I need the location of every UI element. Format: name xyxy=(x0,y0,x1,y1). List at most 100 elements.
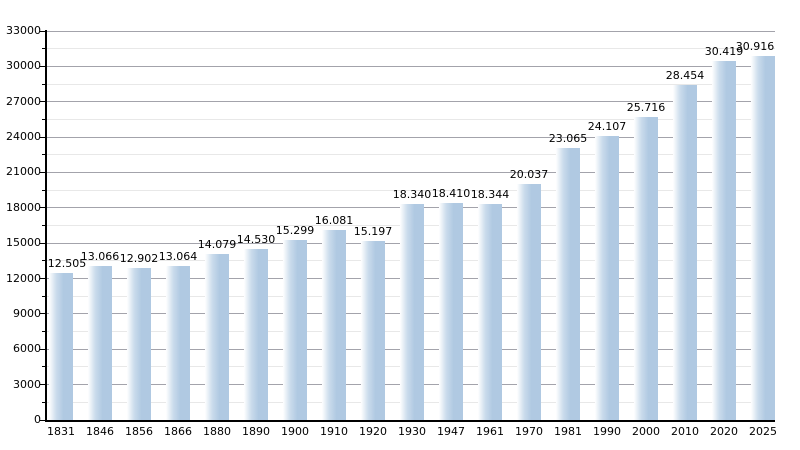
major-tick-15000 xyxy=(40,242,46,244)
major-tick-3000 xyxy=(40,384,46,386)
x-tick-label-1970: 1970 xyxy=(515,425,543,438)
major-tick-12000 xyxy=(40,278,46,280)
y-tick-label-9000: 9000 xyxy=(13,306,41,320)
bar-1947 xyxy=(439,203,463,420)
x-tick-label-2025: 2025 xyxy=(749,425,777,438)
value-label-1961: 18.344 xyxy=(470,187,510,201)
value-label-2010: 28.454 xyxy=(665,68,705,82)
y-tick-label-21000: 21000 xyxy=(6,165,41,179)
y-tick-label-12000: 12000 xyxy=(6,271,41,285)
value-label-1866: 13.064 xyxy=(158,250,198,264)
value-label-2020: 30.419 xyxy=(704,45,744,59)
minor-tick-4500 xyxy=(42,366,46,368)
x-tick-label-1930: 1930 xyxy=(398,425,426,438)
y-tick-label-15000: 15000 xyxy=(6,236,41,250)
minor-tick-31500 xyxy=(42,48,46,50)
minor-tick-10500 xyxy=(42,295,46,297)
value-label-1970: 20.037 xyxy=(509,167,549,181)
x-tick-label-1831: 1831 xyxy=(47,425,75,438)
value-label-1910: 16.081 xyxy=(314,214,354,228)
bar-2025 xyxy=(751,55,775,420)
value-label-2025: 30.916 xyxy=(735,39,775,53)
bar-1900 xyxy=(283,239,307,420)
x-tick-label-1890: 1890 xyxy=(242,425,270,438)
y-axis-line xyxy=(45,30,47,422)
bar-2020 xyxy=(712,61,736,420)
y-tick-label-33000: 33000 xyxy=(6,24,41,37)
value-label-1990: 24.107 xyxy=(587,119,627,133)
major-gridline-24000 xyxy=(47,136,775,138)
bar-1910 xyxy=(322,230,346,420)
bar-1920 xyxy=(361,240,385,420)
minor-gridline-19500 xyxy=(47,189,775,191)
minor-tick-28500 xyxy=(42,83,46,85)
bar-1970 xyxy=(517,183,541,420)
minor-gridline-22500 xyxy=(47,154,775,156)
bar-1961 xyxy=(478,203,502,420)
bar-1866 xyxy=(166,266,190,420)
minor-tick-22500 xyxy=(42,154,46,156)
value-label-1920: 15.197 xyxy=(353,224,393,238)
x-tick-label-1961: 1961 xyxy=(476,425,504,438)
major-tick-24000 xyxy=(40,136,46,138)
bar-1880 xyxy=(205,254,229,420)
minor-tick-19500 xyxy=(42,189,46,191)
value-label-1846: 13.066 xyxy=(80,249,120,263)
bar-1846 xyxy=(88,265,112,420)
value-label-1930: 18.340 xyxy=(392,187,432,201)
minor-tick-25500 xyxy=(42,118,46,120)
minor-gridline-28500 xyxy=(47,83,775,85)
minor-gridline-25500 xyxy=(47,118,775,120)
bar-1856 xyxy=(127,267,151,420)
bar-1981 xyxy=(556,148,580,420)
major-gridline-30000 xyxy=(47,65,775,67)
bar-2000 xyxy=(634,116,658,420)
bar-1831 xyxy=(49,272,73,420)
major-gridline-27000 xyxy=(47,101,775,103)
value-label-1880: 14.079 xyxy=(197,238,237,252)
x-tick-label-1880: 1880 xyxy=(203,425,231,438)
value-label-1890: 14.530 xyxy=(236,232,276,246)
value-label-2000: 25.716 xyxy=(626,100,666,114)
y-tick-label-3000: 3000 xyxy=(13,377,41,391)
minor-tick-7500 xyxy=(42,331,46,333)
y-tick-label-27000: 27000 xyxy=(6,94,41,108)
value-label-1947: 18.410 xyxy=(431,187,471,200)
x-tick-label-1910: 1910 xyxy=(320,425,348,438)
bar-1930 xyxy=(400,203,424,420)
x-axis-line xyxy=(45,420,775,422)
y-tick-label-30000: 30000 xyxy=(6,59,41,73)
value-label-1900: 15.299 xyxy=(275,223,315,237)
value-label-1981: 23.065 xyxy=(548,132,588,146)
x-tick-label-1856: 1856 xyxy=(125,425,153,438)
minor-gridline-31500 xyxy=(47,48,775,50)
value-label-1856: 12.902 xyxy=(119,251,159,265)
y-tick-label-0: 0 xyxy=(34,413,41,426)
major-gridline-21000 xyxy=(47,171,775,173)
y-tick-label-24000: 24000 xyxy=(6,130,41,144)
x-tick-label-1981: 1981 xyxy=(554,425,582,438)
major-tick-18000 xyxy=(40,207,46,209)
major-tick-21000 xyxy=(40,171,46,173)
x-tick-label-2000: 2000 xyxy=(632,425,660,438)
plot-area: 12.505 13.066 12.902 13.064 14.079 14.530 15.2… xyxy=(40,30,775,422)
x-tick-label-2010: 2010 xyxy=(671,425,699,438)
x-tick-label-1947: 1947 xyxy=(437,425,465,438)
y-tick-label-6000: 6000 xyxy=(13,342,41,356)
x-tick-label-1900: 1900 xyxy=(281,425,309,438)
bar-1990 xyxy=(595,135,619,420)
minor-tick-16500 xyxy=(42,225,46,226)
major-gridline-33000 xyxy=(47,30,775,32)
bar-2010 xyxy=(673,84,697,420)
x-tick-label-1990: 1990 xyxy=(593,425,621,438)
bar-1890 xyxy=(244,248,268,420)
x-tick-label-1866: 1866 xyxy=(164,425,192,438)
major-tick-33000 xyxy=(40,30,46,32)
minor-tick-1500 xyxy=(42,401,46,403)
minor-tick-13500 xyxy=(42,260,46,262)
x-tick-label-1846: 1846 xyxy=(86,425,114,438)
major-tick-6000 xyxy=(40,348,46,350)
major-tick-30000 xyxy=(40,65,46,67)
x-tick-label-2020: 2020 xyxy=(710,425,738,438)
